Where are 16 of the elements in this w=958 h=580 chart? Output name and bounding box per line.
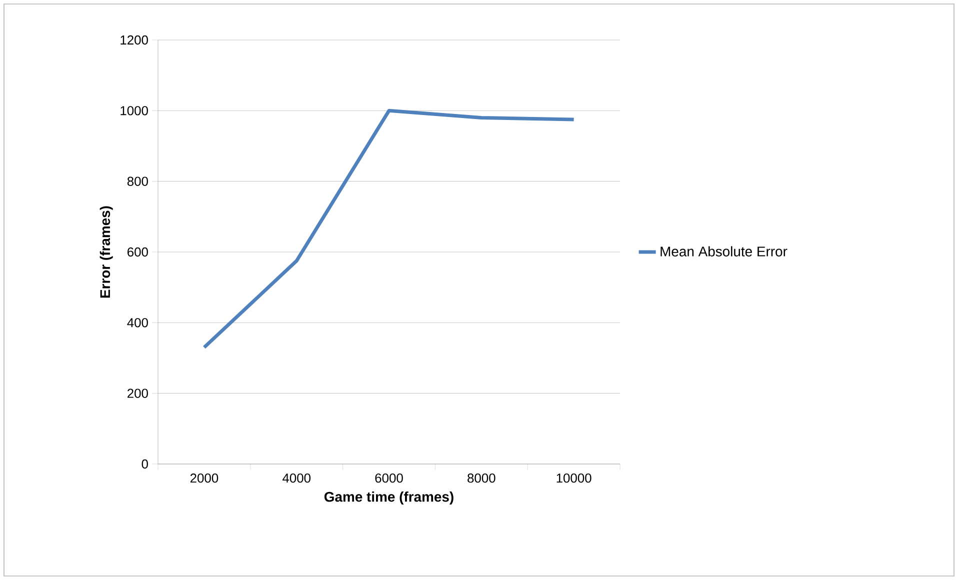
x-tick-label: 2000 (190, 474, 218, 483)
x-axis-title: Game time (frames) (324, 492, 454, 505)
x-tick-label: 4000 (282, 474, 310, 483)
y-tick-label: 600 (128, 247, 148, 257)
legend-label: Mean Absolute Error (660, 246, 788, 256)
y-tick-label: 200 (128, 388, 148, 398)
y-tick-label: 0 (142, 459, 148, 469)
y-axis-title: Error (frames) (100, 206, 113, 298)
x-tick-label: 8000 (468, 474, 496, 483)
y-tick-label: 1000 (120, 106, 148, 116)
y-tick-label: 1200 (120, 35, 148, 45)
y-tick-label: 400 (127, 318, 148, 328)
x-tick-label: 10000 (556, 474, 592, 483)
y-tick-label: 800 (127, 176, 148, 186)
line-series (202, 108, 576, 350)
x-tick-label: 6000 (375, 474, 403, 483)
